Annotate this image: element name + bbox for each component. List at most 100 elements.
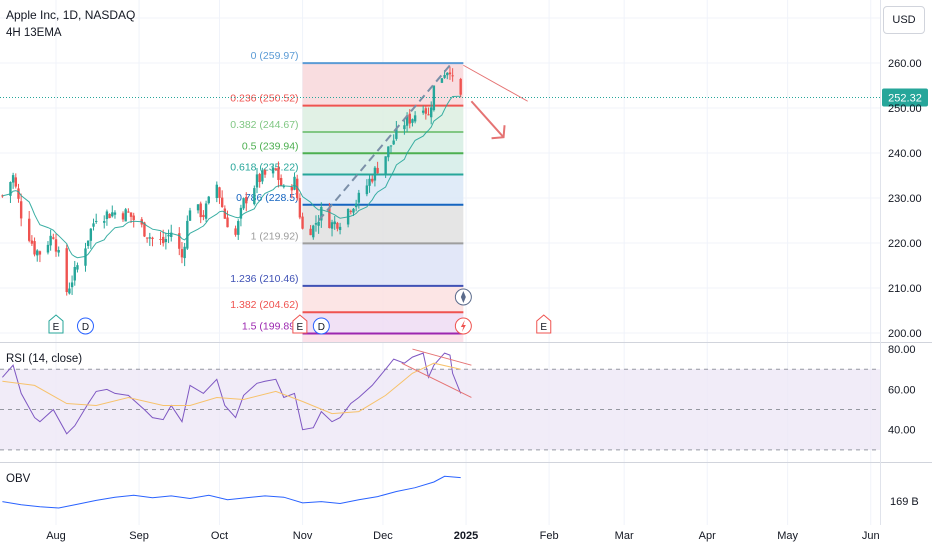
event-marker-d: D (76, 317, 94, 335)
candle (459, 77, 462, 98)
time-tick-label: Sep (129, 530, 149, 542)
fib-label-0.382: 0.382 (244.67) (230, 119, 298, 131)
price-tick-label: 250.00 (888, 103, 922, 115)
candle-body (389, 145, 393, 147)
candle (427, 107, 430, 116)
fib-label-1.236: 1.236 (210.46) (230, 273, 298, 285)
candle-body (349, 210, 352, 212)
candle-body (352, 208, 355, 213)
candle (52, 233, 55, 240)
symbol-title[interactable]: Apple Inc, 1D, NASDAQ (6, 8, 136, 22)
candle-body (424, 108, 428, 114)
candle-body (298, 197, 302, 218)
candle-body (357, 192, 361, 203)
fib-zone-1 (302, 243, 464, 286)
candle-body (220, 197, 224, 208)
candle (384, 156, 387, 179)
indicator-legend[interactable]: 4H 13EMA (6, 27, 62, 39)
candle (218, 186, 221, 204)
candle (180, 241, 184, 264)
candle-body (392, 140, 395, 145)
rsi-tick-label: 60.00 (888, 384, 916, 396)
last-price-tag (882, 88, 928, 107)
candle-body (403, 125, 406, 130)
obv-line (2, 475, 461, 509)
candle-body (296, 178, 299, 199)
candle (49, 229, 52, 251)
candle (19, 193, 23, 227)
fib-zone-0.786 (302, 204, 464, 244)
candle-body (108, 213, 111, 219)
candle-body (54, 239, 58, 252)
candle-body (186, 220, 189, 249)
rsi-line (2, 352, 462, 435)
candle (220, 190, 224, 208)
earnings-icon (292, 314, 308, 334)
candle (330, 219, 334, 237)
candle-body (129, 212, 133, 217)
candle (188, 207, 192, 221)
rsi-tick-label: 40.00 (888, 425, 916, 437)
candle (86, 240, 90, 249)
rsi-label[interactable]: RSI (14, close) (6, 353, 83, 365)
candle-body (132, 215, 135, 220)
candle-body (432, 85, 436, 111)
candle-body (9, 182, 12, 196)
candle (234, 225, 237, 237)
time-tick-label: Aug (46, 530, 66, 542)
candle (368, 175, 371, 193)
candle (279, 174, 283, 187)
candle (30, 235, 34, 246)
candle-body (459, 78, 462, 95)
candle (430, 101, 433, 125)
candle (183, 242, 186, 267)
candle (111, 205, 114, 218)
resistance-line (463, 64, 528, 102)
fib-label-0.5: 0.5 (239.94) (242, 140, 299, 152)
earnings-icon (48, 314, 64, 334)
candle-body (73, 267, 76, 281)
candle (261, 167, 264, 185)
candle-body (258, 173, 261, 183)
candle (298, 193, 302, 220)
candle (371, 175, 374, 184)
event-marker-e: E (292, 314, 308, 334)
candle-body (239, 207, 243, 219)
event-marker-text: E (53, 322, 60, 333)
price-tick-label: 210.00 (888, 283, 922, 295)
candle-body (148, 237, 151, 239)
currency-button[interactable]: USD (883, 6, 925, 34)
candle (301, 212, 304, 230)
fib-zone-0.382 (302, 131, 464, 154)
rsi-support-line (401, 362, 472, 398)
candle-body (143, 222, 146, 237)
candle-body (162, 236, 165, 244)
candle-body (354, 203, 358, 208)
obv-label[interactable]: OBV (6, 473, 31, 485)
event-marker-text: D (318, 322, 325, 333)
event-marker-text: D (82, 322, 89, 333)
candle (245, 192, 248, 212)
candle-body (180, 249, 184, 258)
candle-body (263, 170, 267, 175)
candle-body (207, 196, 210, 204)
candle (36, 249, 39, 262)
candle (271, 163, 275, 178)
compass-icon-needle (460, 291, 466, 303)
candle (199, 201, 202, 224)
fib-zone-0.236 (302, 105, 464, 132)
candle-body (204, 203, 208, 219)
candle-body (430, 107, 433, 118)
candle (14, 173, 17, 189)
candle-body (427, 114, 430, 116)
candle (103, 215, 106, 229)
candle (167, 229, 170, 244)
candle-body (215, 184, 218, 198)
candle (346, 208, 350, 228)
candle-body (127, 211, 130, 213)
candle-body (320, 206, 323, 221)
candle-body (49, 235, 52, 246)
fib-zone-0.5 (302, 153, 464, 175)
candle (448, 66, 452, 80)
